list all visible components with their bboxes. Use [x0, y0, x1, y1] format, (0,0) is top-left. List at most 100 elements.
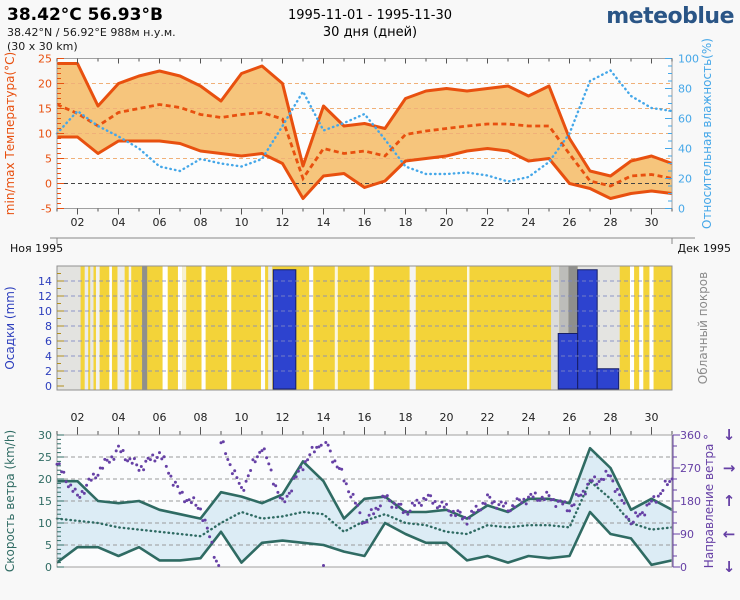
wind-from-360-arrow-icon: ↓	[723, 426, 736, 444]
svg-text:20: 20	[678, 173, 692, 186]
svg-text:min/max Температура(°C): min/max Температура(°C)	[3, 52, 17, 215]
svg-text:26: 26	[563, 411, 577, 424]
svg-text:20: 20	[440, 411, 454, 424]
svg-text:12: 12	[276, 216, 290, 229]
svg-text:Ноя 1995: Ноя 1995	[10, 242, 63, 255]
cloud-stripe	[268, 266, 273, 390]
cloud-stripe	[90, 266, 94, 390]
wind-chart	[55, 434, 674, 568]
svg-text:Направление ветра °: Направление ветра °	[702, 434, 716, 568]
svg-text:12: 12	[38, 290, 52, 303]
svg-text:Осадки (mm): Осадки (mm)	[3, 286, 17, 369]
cloud-stripe	[568, 266, 578, 390]
wind-max-line	[57, 446, 673, 520]
wind-from-90-arrow-icon: ←	[723, 525, 736, 543]
cloud-stripe	[639, 266, 644, 390]
svg-text:30: 30	[645, 216, 659, 229]
wind-min-line	[56, 510, 673, 567]
humidity-axis: 0 20 40 60 80 100 Относительная влажность(%)	[665, 38, 714, 229]
cloud-stripe	[182, 266, 187, 390]
coordinates-elevation: 38.42°N / 56.92°E 988м н.у.м.	[7, 26, 176, 39]
precipitation-bar	[577, 269, 598, 390]
period-duration: 30 дня (дней)	[322, 25, 418, 40]
cloud-stripe	[84, 266, 89, 390]
precipitation-bar	[272, 269, 297, 390]
cloud-stripe	[629, 266, 635, 390]
temperature-axis: -5 0 5 10 15 20 25 min/max Температура(°C)	[3, 52, 64, 216]
svg-text:5: 5	[45, 153, 52, 166]
svg-text:6: 6	[45, 335, 52, 348]
wind-from-0-arrow-icon: ↓	[723, 558, 736, 576]
temp-min-line	[57, 135, 673, 200]
svg-text:Облачный покров: Облачный покров	[696, 272, 710, 384]
cloud-stripe	[334, 266, 338, 390]
svg-text:15: 15	[38, 103, 52, 116]
svg-text:24: 24	[522, 216, 536, 229]
precipitation-axis: 0 2 4 6 8 10 12 14 Осадки (mm) Облачный покров	[3, 272, 710, 393]
svg-text:30: 30	[38, 429, 52, 442]
cloud-stripe	[649, 266, 654, 390]
svg-text:10: 10	[38, 305, 52, 318]
svg-text:90: 90	[680, 528, 694, 541]
svg-text:270: 270	[680, 462, 701, 475]
wind-direction-axis: 0 90 180 270 360 Направление ветра °	[672, 429, 716, 574]
cloud-stripe	[369, 266, 374, 390]
cloud-stripe	[227, 266, 232, 390]
svg-text:12: 12	[276, 411, 290, 424]
svg-text:10: 10	[235, 411, 249, 424]
svg-text:08: 08	[194, 216, 208, 229]
svg-text:25: 25	[38, 53, 52, 66]
svg-text:04: 04	[112, 216, 126, 229]
svg-text:28: 28	[604, 216, 618, 229]
svg-text:20: 20	[38, 78, 52, 91]
month-axis: Ноя 1995 Дек 1995	[10, 237, 732, 255]
svg-text:10: 10	[235, 216, 249, 229]
svg-text:18: 18	[399, 411, 413, 424]
cloud-stripe	[551, 266, 560, 390]
svg-text:04: 04	[112, 411, 126, 424]
svg-text:180: 180	[680, 495, 701, 508]
svg-text:20: 20	[440, 216, 454, 229]
cloud-stripe	[201, 266, 206, 390]
svg-text:360: 360	[680, 429, 701, 442]
svg-text:40: 40	[678, 143, 692, 156]
cloud-stripe	[409, 266, 416, 390]
header-brand-block: meteoblue	[606, 4, 734, 29]
svg-text:2: 2	[45, 365, 52, 378]
svg-text:22: 22	[481, 411, 495, 424]
cloud-stripe	[260, 266, 266, 390]
grid-cell-size: (30 x 30 km)	[7, 40, 78, 53]
svg-text:30: 30	[645, 411, 659, 424]
svg-text:Относительная влажность(%): Относительная влажность(%)	[700, 38, 714, 229]
svg-text:Скорость ветра (km/h): Скорость ветра (km/h)	[3, 430, 17, 572]
humidity-line	[55, 68, 674, 183]
cloud-stripe	[57, 266, 81, 390]
wind-from-270-arrow-icon: →	[723, 459, 736, 477]
svg-text:0: 0	[45, 380, 52, 393]
svg-text:5: 5	[45, 539, 52, 552]
svg-text:15: 15	[38, 495, 52, 508]
svg-text:02: 02	[71, 411, 85, 424]
cloud-stripe	[128, 266, 132, 390]
svg-text:14: 14	[38, 275, 52, 288]
wind-mean-line	[55, 479, 674, 538]
cloud-stripe	[142, 266, 148, 390]
cloud-stripe	[117, 266, 125, 390]
svg-text:24: 24	[522, 411, 536, 424]
temp-mean-line	[56, 103, 673, 188]
cloud-stripe	[162, 266, 168, 390]
svg-text:16: 16	[358, 216, 372, 229]
wind-direction-arrow-icons: ↓ → ↑ ← ↓	[723, 426, 736, 576]
svg-text:0: 0	[45, 561, 52, 574]
svg-text:02: 02	[71, 216, 85, 229]
wind-speed-axis: 0 5 10 15 20 25 30 Скорость ветра (km/h)	[3, 429, 64, 574]
svg-text:10: 10	[38, 517, 52, 530]
svg-text:8: 8	[45, 320, 52, 333]
svg-text:Дек 1995: Дек 1995	[678, 242, 732, 255]
svg-text:0: 0	[45, 178, 52, 191]
svg-text:16: 16	[358, 411, 372, 424]
temp-max-line	[57, 62, 673, 178]
svg-text:10: 10	[38, 128, 52, 141]
temperature-humidity-chart	[55, 58, 674, 209]
day-axis-temperature: 02 04 06 08 10 12 14 16 18 20 22 24 26 28 30	[56, 58, 673, 229]
